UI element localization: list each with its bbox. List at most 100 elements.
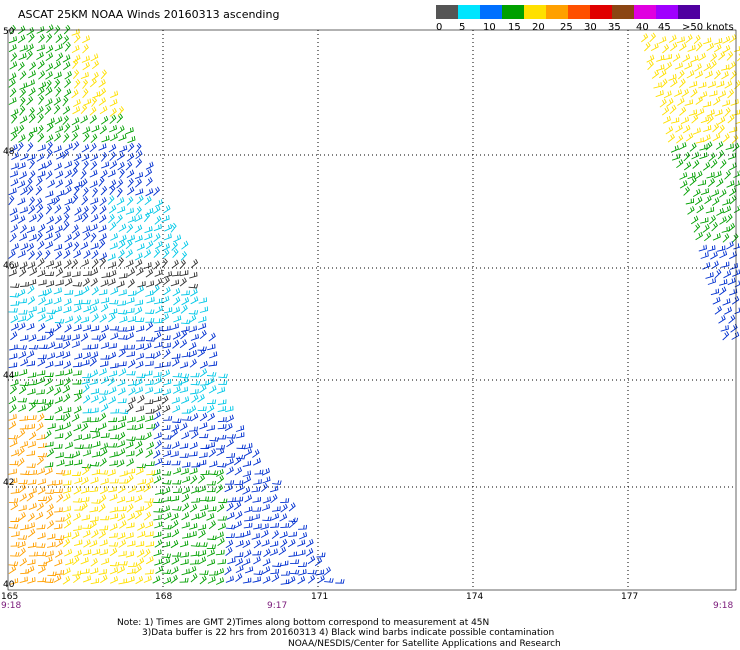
- wind-barb: [73, 241, 80, 252]
- wind-barb: [683, 186, 690, 196]
- wind-barb: [252, 507, 262, 512]
- wind-barb: [722, 233, 730, 243]
- wind-barb: [189, 467, 198, 475]
- wind-barb: [18, 52, 27, 61]
- wind-barb: [180, 551, 189, 558]
- wind-barb: [19, 206, 28, 214]
- wind-barb: [171, 306, 181, 315]
- wind-barb: [728, 222, 736, 232]
- wind-barb: [17, 34, 26, 44]
- wind-barb: [126, 436, 136, 442]
- wind-barb: [153, 248, 161, 258]
- wind-barb: [734, 307, 740, 315]
- wind-barb: [46, 117, 55, 126]
- wind-barb: [62, 532, 72, 539]
- wind-barb: [689, 142, 697, 152]
- wind-barb: [53, 232, 61, 241]
- wind-barb: [64, 169, 72, 179]
- wind-barb: [53, 443, 63, 449]
- wind-barb: [19, 44, 28, 52]
- lon-label-177: 177: [621, 592, 639, 602]
- wind-barb: [11, 531, 20, 538]
- wind-barb: [217, 405, 226, 413]
- wind-barb: [54, 405, 63, 414]
- wind-barb: [127, 540, 136, 547]
- wind-barb: [161, 215, 170, 223]
- wind-barb: [197, 393, 205, 403]
- wind-barb: [251, 513, 260, 521]
- wind-barb: [234, 510, 243, 520]
- wind-barb: [54, 78, 61, 89]
- wind-barb: [136, 415, 145, 423]
- wind-barb: [206, 404, 215, 413]
- wind-barb: [108, 486, 117, 493]
- wind-barb: [145, 461, 155, 467]
- wind-barb: [64, 548, 73, 557]
- wind-barb: [199, 452, 208, 459]
- wind-barb: [74, 207, 82, 216]
- time-label-right: 9:18: [713, 601, 734, 611]
- wind-barb: [197, 549, 207, 557]
- wind-barb: [108, 308, 118, 315]
- wind-barb: [189, 559, 199, 565]
- wind-barb: [26, 450, 36, 457]
- wind-barb: [172, 467, 182, 475]
- wind-barb: [189, 441, 198, 450]
- wind-barb: [172, 404, 181, 413]
- wind-barb: [154, 215, 162, 225]
- wind-barb: [53, 297, 62, 305]
- wind-barb: [162, 325, 171, 332]
- wind-barb: [153, 186, 160, 196]
- wind-barb: [28, 487, 37, 495]
- wind-barb: [189, 523, 198, 530]
- wind-barb: [677, 97, 685, 106]
- wind-barb: [127, 268, 136, 277]
- wind-barb: [644, 41, 651, 52]
- wind-barb: [63, 88, 72, 98]
- wind-barb: [37, 144, 46, 152]
- wind-barb: [74, 181, 83, 189]
- wind-barb: [9, 498, 19, 504]
- wind-barb: [144, 226, 153, 234]
- wind-barb: [100, 185, 108, 196]
- wind-barb: [153, 549, 162, 557]
- wind-barb: [199, 570, 209, 575]
- wind-barb: [307, 574, 316, 584]
- wind-barb: [162, 486, 171, 495]
- wind-barb: [81, 259, 90, 267]
- wind-barb: [92, 441, 101, 448]
- wind-barb: [109, 185, 116, 195]
- wind-barb: [181, 290, 190, 296]
- wind-barb: [662, 44, 670, 54]
- wind-barb: [692, 188, 701, 197]
- wind-barb: [134, 299, 144, 306]
- wind-barb: [143, 548, 151, 558]
- wind-barb: [28, 334, 37, 342]
- wind-barb: [74, 290, 83, 297]
- wind-barb: [109, 493, 118, 502]
- wind-barb: [62, 575, 71, 585]
- wind-barb: [118, 289, 127, 296]
- wind-barb: [82, 433, 91, 441]
- wind-barb: [110, 408, 120, 414]
- wind-barb: [674, 62, 683, 70]
- wind-barb: [82, 383, 90, 394]
- wind-barb: [683, 151, 691, 162]
- wind-barb: [145, 207, 154, 216]
- wind-barb: [136, 195, 144, 205]
- wind-barb: [217, 559, 226, 565]
- wind-barb: [198, 529, 206, 539]
- wind-barb: [733, 80, 740, 90]
- wind-barb: [126, 468, 136, 474]
- legend-swatch: [524, 5, 546, 19]
- wind-barb: [226, 433, 236, 439]
- wind-barb: [109, 160, 118, 170]
- wind-barb: [83, 231, 91, 241]
- wind-barb: [110, 332, 119, 341]
- wind-barb: [207, 506, 217, 512]
- wind-barb: [689, 80, 698, 88]
- wind-barb: [687, 206, 695, 215]
- wind-barb: [46, 385, 54, 395]
- wind-barb: [136, 336, 146, 342]
- wind-barb: [280, 571, 291, 576]
